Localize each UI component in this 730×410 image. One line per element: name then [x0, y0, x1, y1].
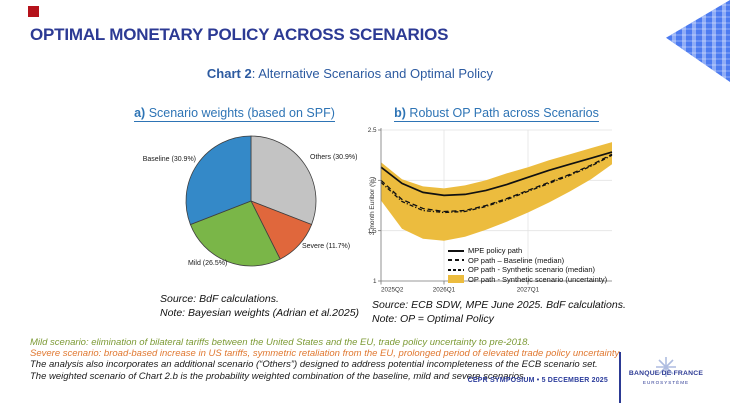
legend-label: MPE policy path [468, 246, 523, 255]
band-swatch [448, 275, 464, 284]
svg-text:3-month Euribor (%): 3-month Euribor (%) [369, 177, 376, 236]
svg-text:1.5: 1.5 [368, 228, 377, 235]
scenario-weights-pie-chart [185, 135, 317, 267]
panel-a-title: a) Scenario weights (based on SPF) [112, 106, 357, 122]
banque-de-france-logo: BANQUE DE FRANCE EUROSYSTÈME [626, 354, 706, 385]
footnote-weighted: The weighted scenario of Chart 2.b is th… [30, 370, 527, 382]
panel-b-source-line: Source: ECB SDW, MPE June 2025. BdF calc… [372, 299, 626, 311]
legend-item-baseline: OP path – Baseline (median) [448, 256, 607, 266]
chart-legend: MPE policy path OP path – Baseline (medi… [448, 246, 607, 284]
uncertainty-band [381, 142, 612, 241]
svg-text:2027Q1: 2027Q1 [517, 287, 540, 294]
slide-title: OPTIMAL MONETARY POLICY ACROSS SCENARIOS [30, 25, 449, 44]
footnote-severe: Severe scenario: broad-based increase in… [30, 348, 622, 360]
panel-b-title-text: Robust OP Path across Scenarios [405, 106, 599, 120]
footnote-mild: Mild scenario: elimination of bilateral … [30, 337, 531, 348]
logo-divider [619, 352, 621, 403]
series-line-0 [380, 151, 613, 197]
panel-b-source: Source: ECB SDW, MPE June 2025. BdF calc… [372, 299, 626, 326]
panel-a-source: Source: BdF calculations. Note: Bayesian… [160, 293, 359, 320]
pie-label-mild: Mild (26.5%) [188, 260, 228, 267]
panel-b-title: b) Robust OP Path across Scenarios [374, 106, 619, 122]
chart-subtitle-text: : Alternative Scenarios and Optimal Poli… [251, 66, 494, 81]
solid-line-swatch [448, 249, 464, 252]
footnote-others: The analysis also incorporates an additi… [30, 359, 598, 371]
pie-slice-baseline [185, 135, 252, 226]
logo-subname: EUROSYSTÈME [642, 380, 690, 385]
dashdot-line-swatch [448, 269, 464, 271]
svg-text:2026Q1: 2026Q1 [433, 287, 456, 294]
event-footer: CEPR SYMPOSIUM • 5 DECEMBER 2025 [467, 377, 608, 384]
legend-item-mpe: MPE policy path [448, 246, 607, 256]
svg-text:1: 1 [373, 278, 377, 285]
chart-subtitle-number: Chart 2 [206, 66, 252, 81]
svg-text:2025Q2: 2025Q2 [381, 287, 404, 294]
legend-label: OP path - Synthetic scenario (median) [468, 265, 596, 274]
robust-op-path-line-chart: 1 1.5 2 2.5 2025Q2 2026Q1 2027Q1 3-month Euribo… [368, 127, 613, 294]
panel-a-title-text: Scenario weights (based on SPF) [145, 106, 335, 120]
snowflake-icon [656, 357, 676, 377]
pie-slice-others [250, 135, 317, 226]
panel-a-title-prefix: a) [134, 106, 146, 120]
pie-label-others: Others (30.9%) [310, 154, 358, 161]
dashed-line-swatch [448, 259, 464, 262]
legend-item-synthetic-uncertainty: OP path - Synthetic scenario (uncertaint… [448, 275, 607, 285]
panel-b-note-line: Note: OP = Optimal Policy [372, 312, 494, 325]
accent-square [28, 6, 39, 17]
panel-a-source-line: Source: BdF calculations. [160, 293, 279, 305]
series-line-2 [380, 154, 613, 214]
chart-subtitle: Chart 2: Alternative Scenarios and Optim… [0, 66, 700, 81]
logo-name: BANQUE DE FRANCE [628, 370, 704, 377]
svg-text:2.5: 2.5 [368, 127, 377, 134]
panel-a-note-line: Note: Bayesian weights (Adrian et al.202… [160, 306, 360, 319]
pie-label-severe: Severe (11.7%) [302, 243, 351, 250]
svg-text:2: 2 [373, 178, 377, 185]
legend-item-synthetic-median: OP path - Synthetic scenario (median) [448, 265, 607, 275]
legend-label: OP path - Synthetic scenario (uncertaint… [468, 274, 608, 284]
footnotes: Mild scenario: elimination of bilateral … [30, 337, 650, 382]
panel-b-title-prefix: b) [394, 106, 406, 120]
legend-label: OP path – Baseline (median) [468, 255, 565, 265]
series-line-1 [380, 153, 613, 213]
pie-label-baseline: Baseline (30.9%) [142, 156, 196, 163]
pie-slice-mild [189, 200, 281, 267]
